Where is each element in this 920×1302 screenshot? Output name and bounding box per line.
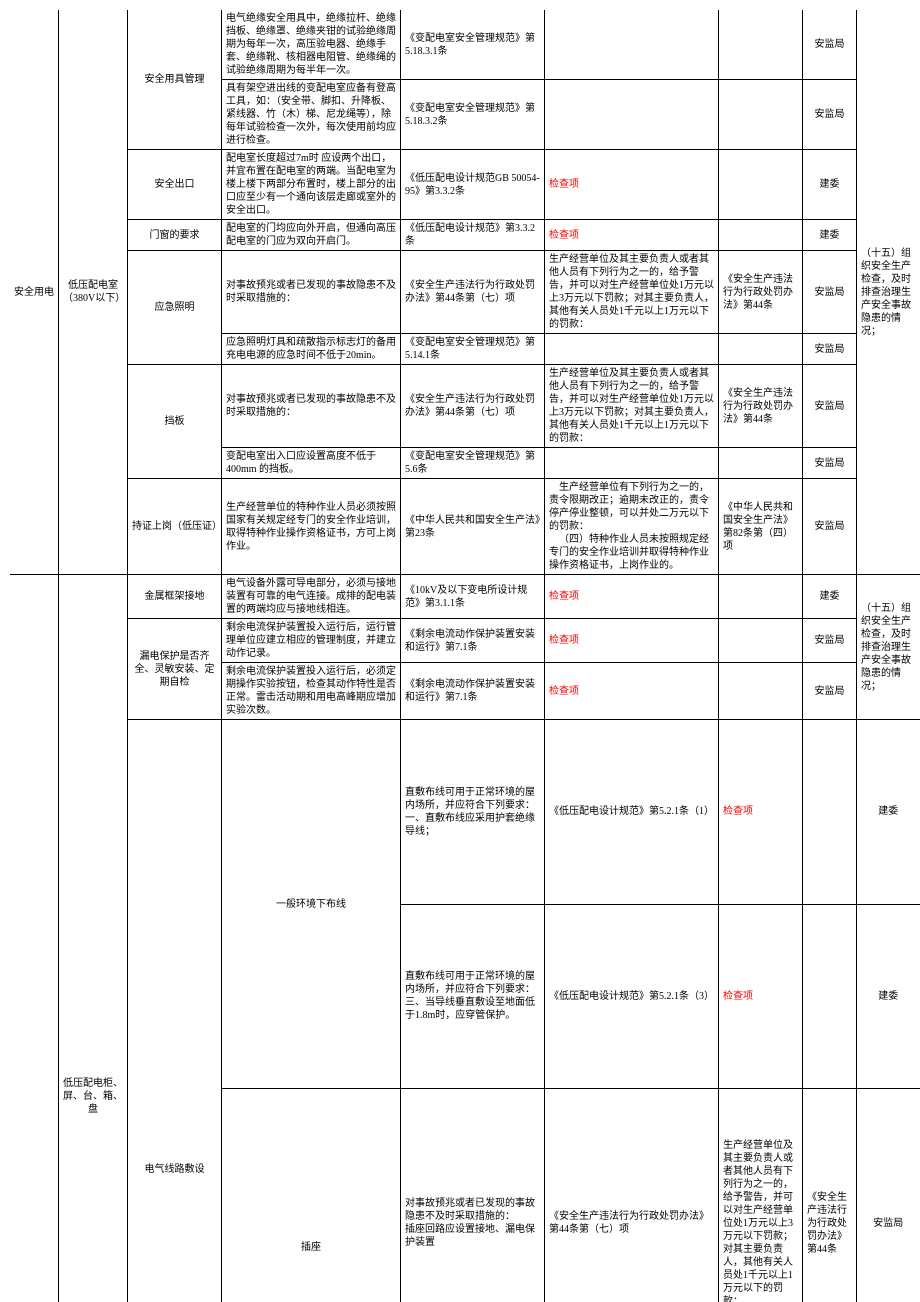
note-cell: （十五）组织安全生产检查，及时排查治理生产安全事故隐患的情况；	[857, 575, 920, 720]
content-cell: 电气设备外露可导电部分，必须与接地装置有可靠的电气连接。成排的配电装置的两端均应…	[222, 575, 401, 619]
item-cell: 应急照明	[128, 251, 222, 365]
penalty-cell	[545, 80, 719, 150]
penalty-cell: 生产经营单位及其主要负责人或者其他人员有下列行为之一的，给予警告，并可以对生产经…	[545, 251, 719, 334]
penalty-cell: 生产经营单位及其主要负责人或者其他人员有下列行为之一的，给予警告，并可以对生产经…	[545, 365, 719, 448]
penalty-cell: 检查项	[545, 663, 719, 720]
penalty-cell: 检查项	[545, 150, 719, 220]
ref-cell: 《变配电室安全管理规范》第5.18.3.2条	[401, 80, 545, 150]
subitem-cell: 一般环境下布线	[222, 720, 401, 1089]
ref-cell: 《安全生产违法行为行政处罚办法》第44条第（七）项	[401, 365, 545, 448]
section-cell: 低压配电室（380V以下）	[59, 10, 128, 575]
item-cell: 安全用具管理	[128, 10, 222, 150]
item-cell: 持证上岗（低压证）	[128, 479, 222, 575]
content-cell: 对事故预兆或者已发现的事故隐患不及时采取措施的：	[222, 365, 401, 448]
dept-cell: 安监局	[803, 448, 857, 479]
dept-cell: 安监局	[803, 479, 857, 575]
ref-cell: 《低压配电设计规范》第5.2.1条（3）	[545, 904, 719, 1089]
ref-cell: 《剩余电流动作保护装置安装和运行》第7.1条	[401, 663, 545, 720]
ref-cell: 《安全生产违法行为行政处罚办法》第44条第（七）项	[545, 1089, 719, 1302]
subitem-cell: 插座	[222, 1089, 401, 1302]
content-cell: 配电室长度超过7m时 应设两个出口，并宜布置在配电室的两端。当配电室为楼上楼下两…	[222, 150, 401, 220]
dept-cell: 建委	[857, 720, 920, 905]
category-cell	[10, 575, 59, 1302]
dept-cell: 安监局	[803, 10, 857, 80]
law-cell	[719, 150, 803, 220]
item-cell: 挡板	[128, 365, 222, 479]
content-cell: 剩余电流保护装置投入运行后，运行管理单位应建立相应的管理制度，并建立动作记录。	[222, 619, 401, 663]
penalty-cell	[545, 10, 719, 80]
ref-cell: 《剩余电流动作保护装置安装和运行》第7.1条	[401, 619, 545, 663]
content-cell: 对事故预兆或者已发现的事故隐患不及时采取措施的： 插座回路应设置接地、漏电保护装…	[401, 1089, 545, 1302]
law-cell	[719, 619, 803, 663]
penalty-cell: 检查项	[545, 575, 719, 619]
dept-cell: 建委	[803, 150, 857, 220]
dept-cell: 安监局	[803, 80, 857, 150]
law-cell	[719, 334, 803, 365]
penalty-cell: 检查项	[719, 904, 803, 1089]
content-cell: 配电室的门均应向外开启，但通向高压配电室的门应为双向开启门。	[222, 220, 401, 251]
law-cell	[719, 220, 803, 251]
dept-cell: 建委	[803, 220, 857, 251]
law-cell	[719, 10, 803, 80]
law-cell	[719, 80, 803, 150]
law-cell	[803, 720, 857, 905]
item-cell: 电气线路敷设	[128, 720, 222, 1302]
ref-cell: 《变配电室安全管理规范》第5.6条	[401, 448, 545, 479]
penalty-cell: 检查项	[545, 220, 719, 251]
law-cell: 《中华人民共和国安全生产法》第82条第（四）项	[719, 479, 803, 575]
ref-cell: 《变配电室安全管理规范》第5.14.1条	[401, 334, 545, 365]
content-cell: 生产经营单位的特种作业人员必须按照国家有关规定经专门的安全作业培训，取得特种作业…	[222, 479, 401, 575]
ref-cell: 《低压配电设计规范GB 50054-95》第3.3.2条	[401, 150, 545, 220]
law-cell	[803, 904, 857, 1089]
law-cell: 《安全生产违法行为行政处罚办法》第44条	[803, 1089, 857, 1302]
ref-cell: 《中华人民共和国安全生产法》第23条	[401, 479, 545, 575]
item-cell: 金属框架接地	[128, 575, 222, 619]
dept-cell: 建委	[803, 575, 857, 619]
section-cell: 低压配电柜、屏、台、箱、盘	[59, 575, 128, 1302]
dept-cell: 建委	[857, 904, 920, 1089]
ref-cell: 《低压配电设计规范》第5.2.1条（1）	[545, 720, 719, 905]
content-cell: 变配电室出入口应设置高度不低于400mm 的挡板。	[222, 448, 401, 479]
dept-cell: 安监局	[803, 663, 857, 720]
content-cell: 剩余电流保护装置投入运行后，必须定期操作实验按钮，检查其动作特性是否正常。雷击活…	[222, 663, 401, 720]
penalty-cell: 生产经营单位及其主要负责人或者其他人员有下列行为之一的，给予警告，并可以对生产经…	[719, 1089, 803, 1302]
dept-cell: 安监局	[803, 619, 857, 663]
dept-cell: 安监局	[803, 251, 857, 334]
penalty-cell: 检查项	[545, 619, 719, 663]
dept-cell: 安监局	[803, 334, 857, 365]
category-cell: 安全用电	[10, 10, 59, 575]
ref-cell: 《10kV及以下变电所设计规范》第3.1.1条	[401, 575, 545, 619]
note-cell: （十五）组织安全生产检查，及时排查治理生产安全事故隐患的情况；	[857, 10, 920, 575]
content-cell: 直敷布线可用于正常环境的屋内场所，并应符合下列要求： 三、当导线垂直敷设至地面低…	[401, 904, 545, 1089]
content-cell: 对事故预兆或者已发现的事故隐患不及时采取措施的：	[222, 251, 401, 334]
item-cell: 漏电保护是否齐全、灵敏安装、定期自检	[128, 619, 222, 720]
dept-cell: 安监局	[857, 1089, 920, 1302]
item-cell: 门窗的要求	[128, 220, 222, 251]
dept-cell: 安监局	[803, 365, 857, 448]
law-cell	[719, 575, 803, 619]
law-cell	[719, 448, 803, 479]
ref-cell: 《变配电室安全管理规范》第5.18.3.1条	[401, 10, 545, 80]
content-cell: 应急照明灯具和疏散指示标志灯的备用充电电源的应急时间不低于20min。	[222, 334, 401, 365]
penalty-cell	[545, 334, 719, 365]
ref-cell: 《低压配电设计规范》第3.3.2条	[401, 220, 545, 251]
penalty-cell: 生产经营单位有下列行为之一的，责令限期改正；逾期未改正的，责令停产停业整顿，可以…	[545, 479, 719, 575]
content-cell: 直敷布线可用于正常环境的屋内场所，并应符合下列要求： 一、直敷布线应采用护套绝缘…	[401, 720, 545, 905]
content-cell: 具有架空进出线的变配电室应备有登高工具，如：（安全带、脚扣、升降板、紧线器、竹（…	[222, 80, 401, 150]
penalty-cell	[545, 448, 719, 479]
ref-cell: 《安全生产违法行为行政处罚办法》第44条第（七）项	[401, 251, 545, 334]
penalty-cell: 检查项	[719, 720, 803, 905]
content-cell: 电气绝缘安全用具中，绝缘拉杆、绝缘挡板、绝缘罩、绝缘夹钳的试验绝缘周期为每年一次…	[222, 10, 401, 80]
law-cell: 《安全生产违法行为行政处罚办法》第44条	[719, 251, 803, 334]
law-cell: 《安全生产违法行为行政处罚办法》第44条	[719, 365, 803, 448]
regulation-table: 安全用电 低压配电室（380V以下） 安全用具管理 电气绝缘安全用具中，绝缘拉杆…	[10, 10, 920, 1302]
law-cell	[719, 663, 803, 720]
item-cell: 安全出口	[128, 150, 222, 220]
